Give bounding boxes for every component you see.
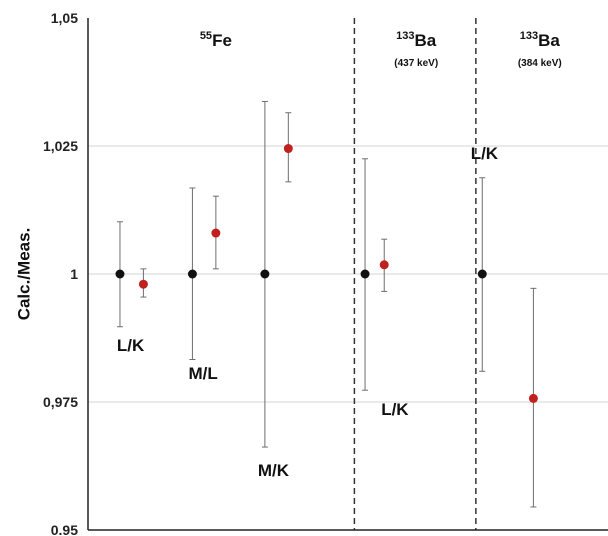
calculated-point — [283, 144, 293, 154]
ratio-label: L/K — [381, 400, 409, 419]
grid-lines — [88, 145, 608, 403]
y-tick-label: 1,025 — [43, 138, 78, 154]
calculated-point — [379, 260, 389, 270]
y-tick-labels: 1,05 1,025 1 0,975 0.95 — [43, 10, 78, 536]
data-points — [115, 144, 538, 403]
reference-point — [360, 269, 370, 279]
reference-point — [115, 269, 125, 279]
element-symbol: Ba — [538, 31, 560, 50]
mass-number: 133 — [396, 30, 414, 42]
panel-separators — [353, 18, 477, 530]
calculated-point — [528, 393, 538, 403]
reference-point — [260, 269, 270, 279]
calculated-point — [211, 228, 221, 238]
panel-title: 133Ba — [396, 30, 437, 50]
ratio-label: L/K — [471, 144, 499, 163]
ratio-label: M/L — [188, 364, 217, 383]
reference-point — [477, 269, 487, 279]
calculated-point — [138, 279, 148, 289]
panel-subtitle: (384 keV) — [518, 58, 562, 69]
y-tick-label: 0,975 — [43, 394, 78, 410]
ratio-labels: L/K M/L M/K L/K L/K — [117, 144, 499, 480]
mass-number: 55 — [200, 30, 212, 42]
panel-titles: 55Fe 133Ba(437 keV)133Ba(384 keV) — [200, 30, 562, 69]
y-axis-title: Calc./Meas. — [14, 228, 33, 321]
element-symbol: Fe — [212, 31, 232, 50]
panel-title: 55Fe — [200, 30, 232, 50]
ratio-label: M/K — [258, 461, 290, 480]
ratio-label: L/K — [117, 336, 145, 355]
panel-subtitle: (437 keV) — [394, 58, 438, 69]
mass-number: 133 — [520, 30, 538, 42]
y-tick-label: 0.95 — [51, 522, 78, 536]
y-tick-label: 1 — [70, 266, 78, 282]
y-tick-label: 1,05 — [51, 10, 78, 26]
reference-point — [187, 269, 197, 279]
element-symbol: Ba — [415, 31, 437, 50]
panel-title: 133Ba — [520, 30, 561, 50]
